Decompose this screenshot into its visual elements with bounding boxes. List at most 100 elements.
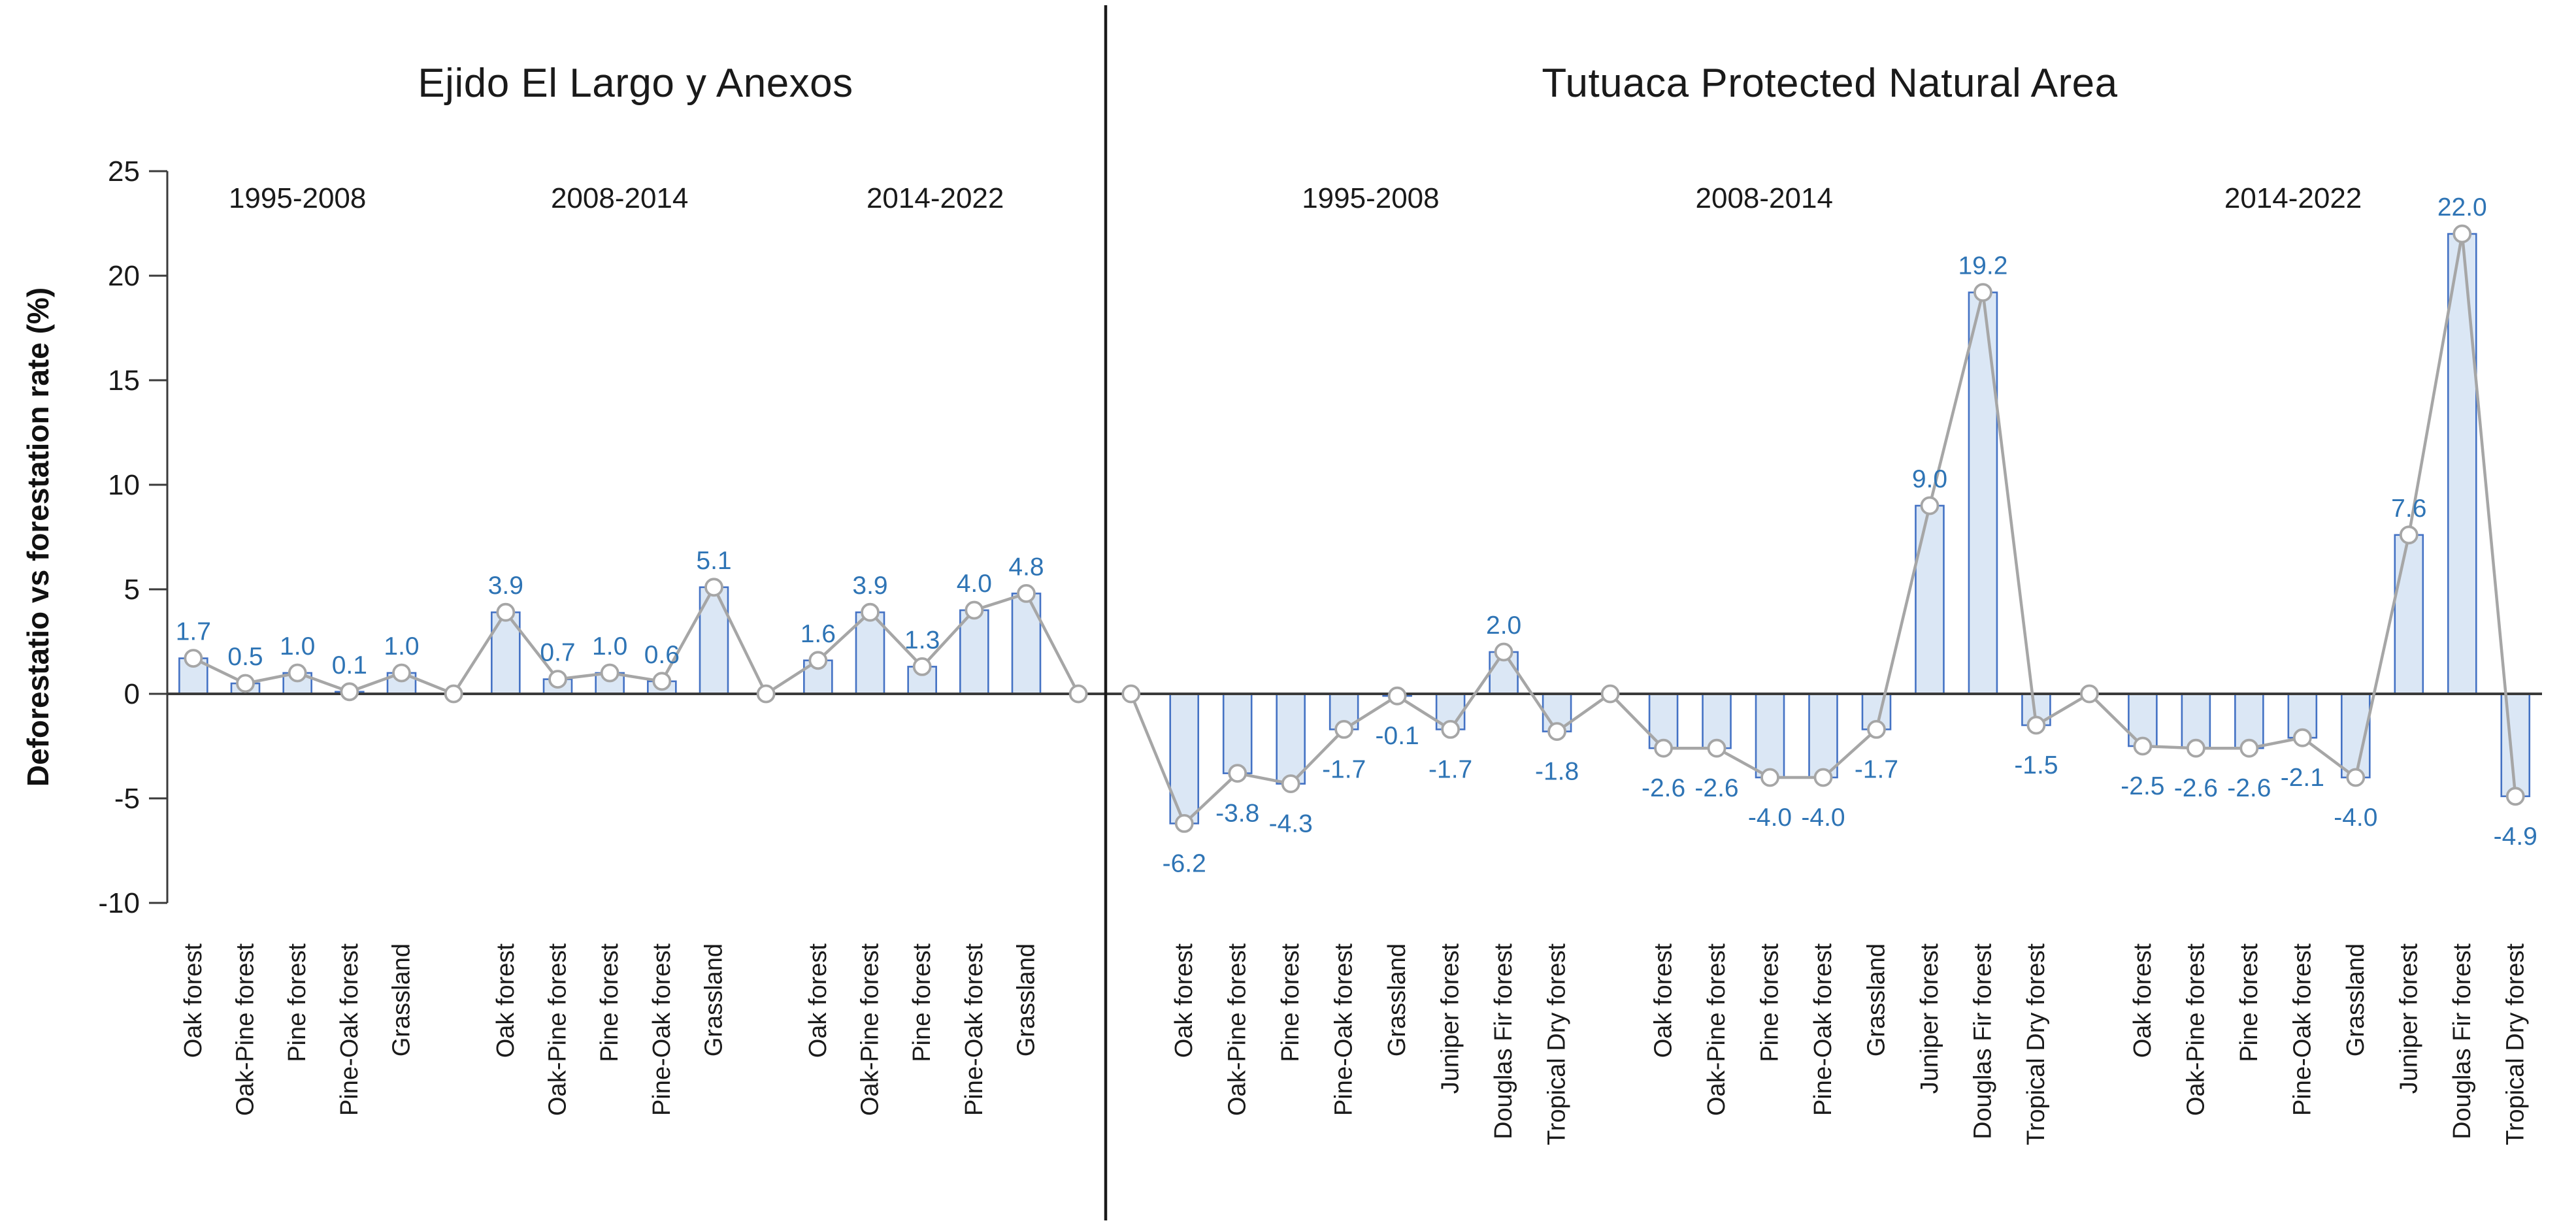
line-marker — [600, 663, 619, 683]
data-label: -4.9 — [2494, 823, 2537, 851]
data-label: -4.0 — [2334, 804, 2377, 832]
line-marker — [2505, 787, 2525, 806]
bar — [1755, 693, 1785, 779]
period-label: 1995-2008 — [229, 182, 366, 214]
line-marker — [2239, 738, 2259, 758]
line-marker — [1920, 496, 1940, 515]
line-marker — [444, 684, 463, 704]
y-tick-label: 20 — [108, 260, 140, 292]
line-marker — [1068, 684, 1088, 704]
line-marker — [288, 663, 307, 683]
line-marker — [912, 657, 932, 676]
line-marker — [1760, 768, 1779, 787]
line-marker — [2026, 715, 2046, 735]
series-line — [192, 583, 1080, 696]
category-label: Douglas Fir forest — [1969, 943, 1996, 1139]
line-marker — [1121, 684, 1141, 704]
line-marker — [1494, 642, 1513, 662]
category-label: Oak forest — [1170, 943, 1198, 1058]
line-marker — [392, 663, 411, 683]
data-label: -2.6 — [2174, 774, 2218, 802]
bar — [1276, 693, 1306, 785]
period-label: 1995-2008 — [1302, 182, 1439, 214]
category-label: Grassland — [1013, 943, 1040, 1056]
category-label: Grassland — [388, 943, 416, 1056]
line-marker — [1281, 774, 1300, 793]
bar — [2394, 534, 2424, 695]
category-label: Grassland — [1862, 943, 1890, 1056]
data-label: 1.6 — [801, 620, 836, 648]
data-label: -2.6 — [1642, 774, 1685, 802]
panel-title-left: Ejido El Largo y Anexos — [418, 61, 853, 106]
line-marker — [496, 602, 516, 622]
period-label: 2008-2014 — [551, 182, 688, 214]
category-label: Pine-Oak forest — [961, 943, 988, 1116]
line-marker — [756, 684, 776, 704]
data-label: 9.0 — [1912, 465, 1947, 493]
y-tick-label: 15 — [108, 365, 140, 397]
line-marker — [2452, 224, 2472, 244]
category-label: Pine-Oak forest — [336, 943, 363, 1116]
y-tick-label: -10 — [98, 887, 140, 919]
category-label: Tropical Dry forest — [1544, 943, 1571, 1145]
line-marker — [965, 600, 984, 620]
line-marker — [704, 578, 723, 597]
category-label: Oak forest — [804, 943, 832, 1058]
category-label: Tropical Dry forest — [2023, 943, 2050, 1145]
category-label: Pine-Oak forest — [1330, 943, 1358, 1116]
line-marker — [340, 682, 359, 702]
category-label: Oak-Pine forest — [544, 943, 572, 1116]
bar — [1169, 693, 1200, 825]
y-tick-label: -5 — [114, 783, 140, 815]
line-marker — [2346, 768, 2366, 787]
data-label: 0.5 — [227, 643, 263, 671]
period-label: 2014-2022 — [867, 182, 1004, 214]
category-label: Juniper forest — [1916, 943, 1943, 1094]
bar — [1915, 504, 1945, 695]
bar — [855, 611, 885, 695]
category-label: Oak forest — [492, 943, 520, 1058]
bar — [2447, 233, 2477, 695]
line-marker — [1707, 738, 1726, 758]
line-marker — [1387, 686, 1407, 706]
line-marker — [1441, 720, 1461, 739]
bar — [1011, 593, 1042, 695]
data-label: 4.8 — [1008, 553, 1044, 581]
line-marker — [1813, 768, 1833, 787]
data-label: 1.0 — [384, 632, 419, 661]
line-marker — [1174, 814, 1194, 833]
line-marker — [1547, 722, 1566, 741]
line-marker — [1654, 738, 1673, 758]
data-label: 1.0 — [280, 632, 315, 661]
data-label: 3.9 — [488, 572, 523, 600]
category-label: Grassland — [2342, 943, 2370, 1056]
category-label: Pine forest — [284, 943, 311, 1062]
y-tick-label: 25 — [108, 155, 140, 188]
line-marker — [1600, 684, 1620, 704]
data-label: -2.6 — [2227, 774, 2271, 802]
line-marker — [861, 602, 880, 622]
category-label: Pine-Oak forest — [2288, 943, 2316, 1116]
category-label: Pine forest — [1277, 943, 1304, 1062]
data-label: -4.0 — [1748, 804, 1792, 832]
data-label: 1.3 — [904, 626, 940, 654]
line-marker — [1334, 720, 1354, 739]
data-label: -0.1 — [1376, 722, 1419, 750]
data-label: 19.2 — [1958, 252, 2007, 280]
category-label: Oak forest — [2129, 943, 2156, 1058]
category-label: Tropical Dry forest — [2502, 943, 2529, 1145]
category-label: Pine forest — [1757, 943, 1784, 1062]
category-label: Oak-Pine forest — [2182, 943, 2209, 1116]
data-label: 2.0 — [1486, 612, 1521, 640]
category-label: Pine-Oak forest — [1809, 943, 1837, 1116]
category-label: Pine-Oak forest — [648, 943, 676, 1116]
data-label: 0.6 — [644, 641, 680, 669]
line-marker — [1973, 283, 1992, 302]
category-label: Juniper forest — [2395, 943, 2422, 1094]
category-label: Pine forest — [908, 943, 936, 1062]
data-label: -1.7 — [1855, 755, 1898, 783]
data-label: 4.0 — [957, 570, 992, 598]
data-label: -4.3 — [1269, 810, 1313, 838]
